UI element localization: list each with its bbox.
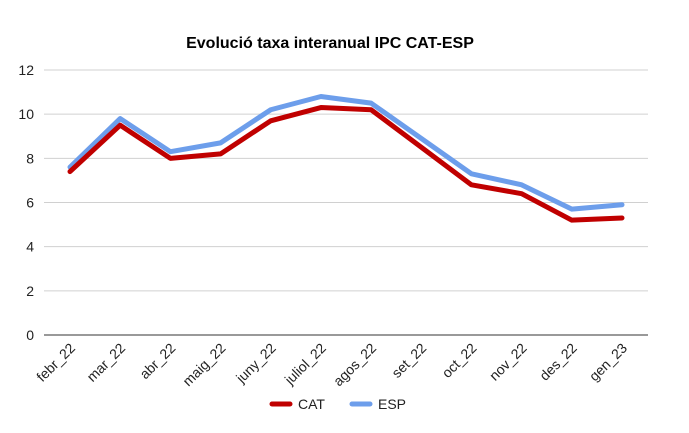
x-tick-label: agos_22: [330, 340, 379, 389]
y-tick-label: 10: [18, 106, 34, 122]
legend-label-cat: CAT: [298, 396, 325, 412]
y-tick-label: 12: [18, 62, 34, 78]
x-tick-label: juliol_22: [281, 340, 329, 388]
series-line-cat: [67, 105, 625, 223]
x-tick-label: juny_22: [232, 340, 279, 387]
series-lines: [67, 94, 625, 223]
y-tick-label: 2: [26, 283, 34, 299]
x-tick-label: mar_22: [83, 340, 128, 385]
y-axis-labels: 0 2 4 6 8 10 12: [18, 62, 34, 343]
x-tick-label: nov_22: [486, 340, 530, 384]
legend: CAT ESP: [269, 396, 406, 412]
y-tick-label: 4: [26, 239, 34, 255]
series-line-esp: [67, 94, 625, 212]
x-tick-label: maig_22: [179, 340, 228, 389]
x-tick-label: gen_23: [586, 340, 630, 384]
x-tick-label: set_22: [388, 340, 429, 381]
x-tick-label: abr_22: [136, 340, 178, 382]
x-tick-label: febr_22: [33, 340, 78, 385]
gridlines: [44, 69, 648, 336]
y-tick-label: 0: [26, 327, 34, 343]
x-axis-labels: febr_22 mar_22 abr_22 maig_22 juny_22 juliol_…: [33, 340, 630, 389]
y-tick-label: 8: [26, 150, 34, 166]
y-tick-label: 6: [26, 195, 34, 211]
x-tick-label: des_22: [536, 340, 580, 384]
chart-title: Evolució taxa interanual IPC CAT-ESP: [186, 35, 474, 52]
x-tick-label: oct_22: [439, 340, 480, 381]
legend-label-esp: ESP: [378, 396, 406, 412]
